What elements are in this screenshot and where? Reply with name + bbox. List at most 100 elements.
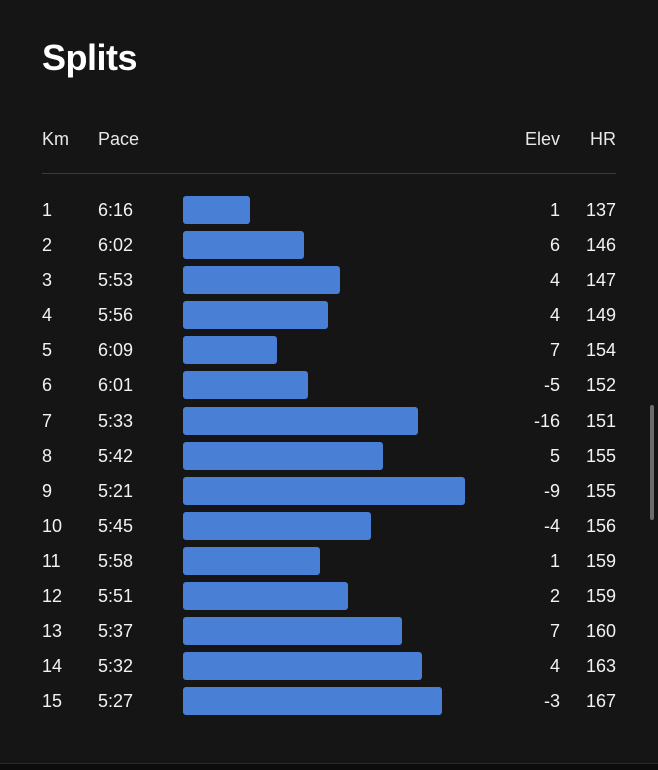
split-pace: 6:01 — [98, 375, 134, 396]
split-pace: 5:21 — [98, 480, 134, 501]
column-header-pace: Pace — [98, 129, 140, 149]
split-pace: 5:33 — [98, 410, 134, 431]
split-row: 3 5:53 4 147 — [0, 264, 658, 299]
split-pace: 6:02 — [98, 235, 134, 256]
split-elev: 5 — [549, 445, 560, 466]
split-hr: 155 — [585, 445, 616, 466]
split-hr: 156 — [585, 515, 616, 536]
split-pace: 5:32 — [98, 656, 134, 677]
split-km: 9 — [42, 480, 53, 501]
split-hr: 147 — [585, 270, 616, 291]
split-row: 11 5:58 1 159 — [0, 545, 658, 580]
split-row: 1 6:16 1 137 — [0, 194, 658, 229]
split-pace-bar — [183, 371, 308, 400]
split-km: 4 — [42, 305, 53, 326]
split-row: 12 5:51 2 159 — [0, 580, 658, 615]
split-pace-bar — [183, 546, 320, 575]
split-elev: 2 — [549, 586, 560, 607]
split-pace: 5:56 — [98, 305, 134, 326]
split-hr: 151 — [585, 410, 616, 431]
splits-list: 1 6:16 1 137 2 6:02 6 146 3 5:53 4 147 4 5:56 4 149 5 6:0… — [0, 194, 658, 720]
split-row: 15 5:27 -3 167 — [0, 685, 658, 720]
split-km: 11 — [42, 550, 61, 571]
split-pace-bar — [183, 441, 383, 470]
split-hr: 167 — [585, 691, 616, 712]
page-title: Splits — [42, 37, 138, 78]
split-pace-bar — [183, 476, 465, 505]
split-pace-bar — [183, 511, 371, 540]
split-hr: 159 — [585, 550, 616, 571]
split-row: 6 6:01 -5 152 — [0, 369, 658, 404]
split-row: 2 6:02 6 146 — [0, 229, 658, 264]
split-hr: 154 — [585, 340, 616, 361]
split-pace: 5:51 — [98, 586, 134, 607]
split-km: 3 — [42, 270, 53, 291]
split-km: 5 — [42, 340, 53, 361]
split-pace: 5:53 — [98, 270, 134, 291]
split-pace-bar — [183, 231, 304, 260]
split-hr: 149 — [585, 305, 616, 326]
split-elev: 1 — [549, 550, 560, 571]
split-row: 13 5:37 7 160 — [0, 615, 658, 650]
split-hr: 160 — [585, 621, 616, 642]
split-pace: 6:09 — [98, 340, 134, 361]
split-row: 8 5:42 5 155 — [0, 440, 658, 475]
split-row: 5 6:09 7 154 — [0, 334, 658, 369]
split-pace: 5:42 — [98, 445, 134, 466]
split-elev: -5 — [543, 375, 560, 396]
header-divider — [42, 173, 616, 174]
split-row: 14 5:32 4 163 — [0, 650, 658, 685]
split-pace-bar — [183, 617, 402, 646]
scrollbar[interactable] — [650, 405, 654, 520]
split-elev: -4 — [543, 515, 560, 536]
split-pace: 5:45 — [98, 515, 134, 536]
split-km: 14 — [42, 656, 63, 677]
split-km: 8 — [42, 445, 53, 466]
splits-table-header: Km Pace Elev HR — [0, 126, 658, 152]
split-elev: 4 — [549, 305, 560, 326]
split-km: 1 — [42, 200, 53, 220]
split-hr: 163 — [585, 656, 616, 677]
split-pace-bar — [183, 266, 340, 295]
split-elev: 4 — [549, 656, 560, 677]
split-elev: -16 — [533, 410, 560, 431]
split-pace-bar — [183, 196, 250, 224]
split-pace-bar — [183, 301, 328, 330]
split-hr: 137 — [585, 200, 616, 220]
split-pace-bar — [183, 652, 422, 681]
split-pace: 5:27 — [98, 691, 134, 712]
split-hr: 152 — [585, 375, 616, 396]
split-elev: 4 — [549, 270, 560, 291]
split-pace: 5:58 — [98, 550, 134, 571]
split-km: 6 — [42, 375, 53, 396]
split-elev: -9 — [543, 480, 560, 501]
split-km: 2 — [42, 235, 53, 256]
split-pace: 6:16 — [98, 200, 134, 220]
split-row: 4 5:56 4 149 — [0, 299, 658, 334]
split-hr: 155 — [585, 480, 616, 501]
split-pace-bar — [183, 687, 442, 716]
split-pace: 5:37 — [98, 621, 134, 642]
split-hr: 159 — [585, 586, 616, 607]
split-hr: 146 — [585, 235, 616, 256]
split-pace-bar — [183, 336, 277, 365]
column-header-hr: HR — [590, 129, 616, 149]
split-row: 9 5:21 -9 155 — [0, 475, 658, 510]
split-km: 7 — [42, 410, 53, 431]
split-row: 10 5:45 -4 156 — [0, 510, 658, 545]
split-elev: 7 — [549, 621, 560, 642]
split-elev: 1 — [549, 200, 560, 220]
split-km: 10 — [42, 515, 63, 536]
split-pace-bar — [183, 406, 418, 435]
column-header-km: Km — [42, 129, 69, 149]
split-elev: 7 — [549, 340, 560, 361]
split-elev: 6 — [549, 235, 560, 256]
split-pace-bar — [183, 582, 348, 611]
split-row: 7 5:33 -16 151 — [0, 405, 658, 440]
column-header-elev: Elev — [524, 129, 560, 149]
split-km: 12 — [42, 586, 63, 607]
split-km: 15 — [42, 691, 63, 712]
split-elev: -3 — [543, 691, 560, 712]
split-km: 13 — [42, 621, 63, 642]
bottom-edge — [0, 763, 658, 770]
